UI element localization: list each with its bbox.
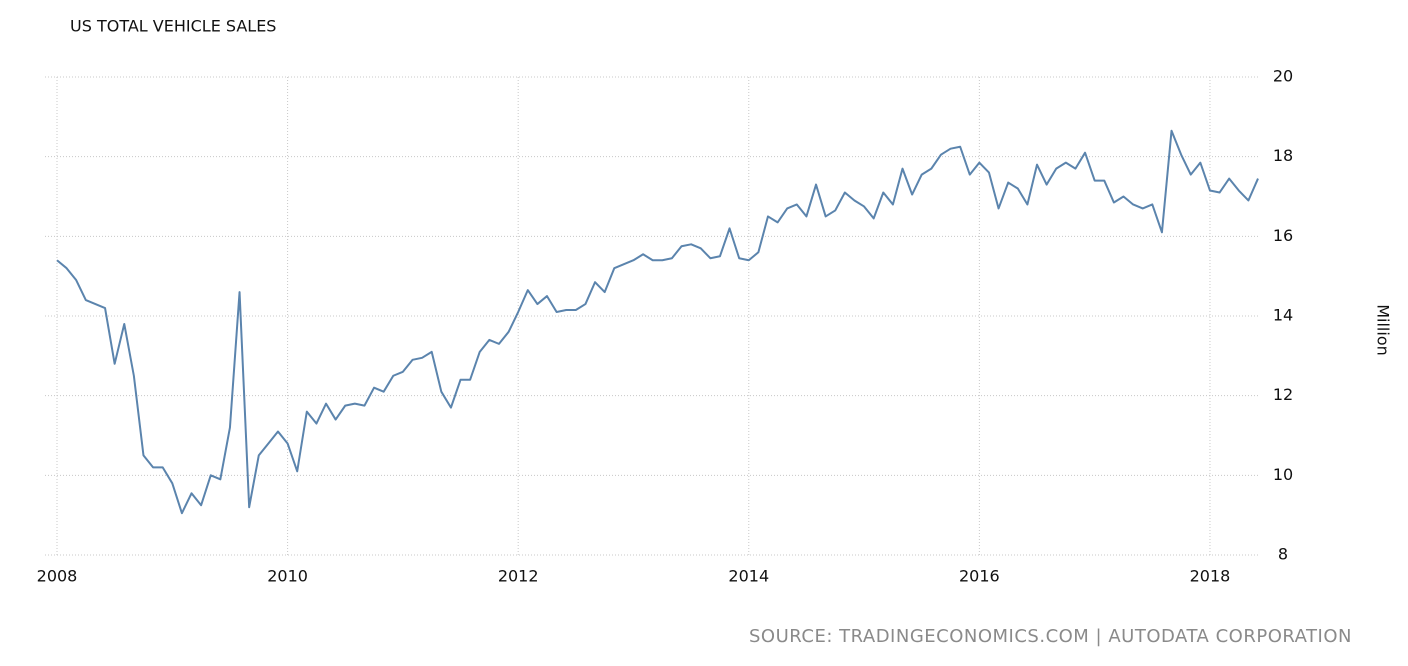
x-tick-label: 2008 [37, 567, 78, 586]
y-tick-label: 16 [1273, 226, 1293, 245]
chart-title: US TOTAL VEHICLE SALES [70, 17, 276, 36]
y-tick-label: 20 [1273, 67, 1293, 86]
y-tick-label: 14 [1273, 306, 1293, 325]
line-series [56, 129, 1259, 515]
x-tick-label: 2014 [728, 567, 769, 586]
y-tick-label: 10 [1273, 465, 1293, 484]
x-tick-label: 2016 [959, 567, 1000, 586]
y-tick-label: 8 [1278, 545, 1288, 564]
x-tick-label: 2012 [498, 567, 539, 586]
x-tick-label: 2010 [267, 567, 308, 586]
y-tick-label: 12 [1273, 385, 1293, 404]
x-tick-label: 2018 [1190, 567, 1231, 586]
y-tick-label: 18 [1273, 146, 1293, 165]
y-axis-label: Million [1374, 304, 1393, 356]
source: SOURCE: TRADINGECONOMICS.COM | AUTODATA … [749, 626, 1352, 647]
